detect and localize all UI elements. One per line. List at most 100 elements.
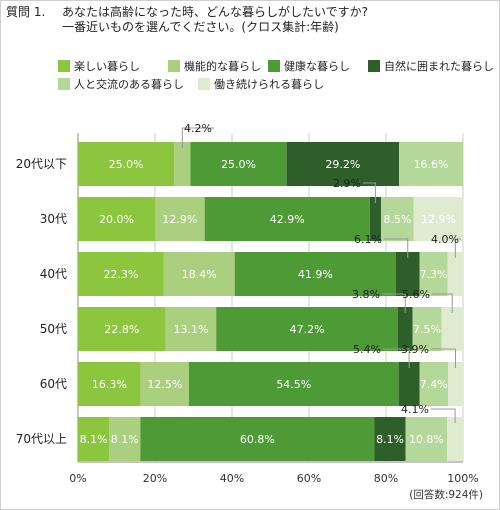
bar-segment: [78, 362, 141, 406]
legend-item-5: 人と交流のある暮らし: [58, 76, 184, 92]
bar-segment: [78, 307, 166, 351]
bar-segment: [190, 142, 287, 186]
callout-leader: [431, 408, 456, 423]
legend-label: 働き続けられる暮らし: [214, 78, 324, 91]
data-label: 12.5%: [147, 378, 182, 391]
legend-item-2: 機能的な暮らし: [168, 58, 261, 74]
callout-label: 4.2%: [184, 122, 212, 135]
data-label: 12.9%: [162, 213, 197, 226]
legend-swatch: [368, 60, 380, 72]
bar-segment: [447, 362, 463, 406]
data-label: 7.4%: [420, 378, 448, 391]
x-tick-label: 100%: [447, 472, 478, 485]
category-label: 50代: [40, 322, 67, 336]
data-label: 20.0%: [99, 213, 134, 226]
data-label: 60.8%: [240, 433, 275, 446]
data-label: 13.1%: [174, 323, 209, 336]
category-label: 30代: [40, 212, 67, 226]
bar-segment: [380, 197, 414, 241]
bar-segment: [374, 417, 406, 461]
x-tick-label: 20%: [143, 472, 167, 485]
legend-label: 人と交流のある暮らし: [74, 78, 184, 91]
callout-leader: [363, 182, 376, 203]
data-label: 7.5%: [413, 323, 441, 336]
data-label: 8.5%: [383, 213, 411, 226]
data-label: 7.3%: [420, 268, 448, 281]
bar-segment: [396, 252, 420, 296]
bar-segment: [413, 197, 464, 241]
bar-segment: [369, 197, 381, 241]
callout-leader: [181, 127, 214, 148]
x-tick-label: 0%: [69, 472, 86, 485]
callout-label: 3.9%: [401, 343, 429, 356]
category-label: 40代: [40, 267, 67, 281]
bar-segment: [140, 417, 375, 461]
callout-label: 3.8%: [352, 288, 380, 301]
data-label: 8.1%: [80, 433, 108, 446]
bar-segment: [234, 252, 397, 296]
data-label: 10.8%: [409, 433, 444, 446]
bar-segment: [109, 417, 141, 461]
legend-swatch: [168, 60, 180, 72]
bar-segment: [78, 417, 110, 461]
callout-label: 4.1%: [401, 403, 429, 416]
callout-label: 5.6%: [402, 288, 430, 301]
bar-segment: [286, 142, 400, 186]
bar-segment: [163, 252, 235, 296]
category-label: 70代以上: [16, 432, 67, 446]
bar-segment: [397, 307, 413, 351]
question-number: 質問 1.: [6, 5, 46, 19]
data-label: 25.0%: [109, 158, 144, 171]
question-text: 質問 1. あなたは高齢になった時、どんな暮らしがしたいですか? 一番近いものを選…: [6, 5, 368, 35]
bar-segment: [78, 142, 175, 186]
data-label: 47.2%: [290, 323, 325, 336]
data-label: 18.4%: [182, 268, 217, 281]
data-label: 25.0%: [221, 158, 256, 171]
legend-label: 自然に囲まれた暮らし: [384, 60, 494, 73]
legend-swatch: [198, 78, 210, 90]
callout-leader: [384, 238, 409, 258]
legend-swatch: [58, 78, 70, 90]
bar-segment: [78, 197, 155, 241]
bar-segment: [399, 142, 463, 186]
callout-leader: [431, 348, 456, 368]
callout-leader: [382, 293, 406, 313]
bar-segment: [78, 252, 164, 296]
x-tick-label: 80%: [374, 472, 398, 485]
data-label: 12.9%: [421, 213, 456, 226]
bar-segment: [419, 252, 448, 296]
callout-label: 2.9%: [333, 177, 361, 190]
data-label: 29.2%: [325, 158, 360, 171]
bar-segment: [140, 362, 189, 406]
bar-segment: [165, 307, 217, 351]
callout-leader: [432, 293, 453, 313]
legend-item-6: 働き続けられる暮らし: [198, 76, 324, 92]
bar-segment: [405, 417, 448, 461]
bar-segment: [188, 362, 399, 406]
data-label: 8.1%: [376, 433, 404, 446]
data-label: 16.3%: [92, 378, 127, 391]
x-tick-label: 40%: [220, 472, 244, 485]
legend-swatch: [268, 60, 280, 72]
data-label: 41.9%: [298, 268, 333, 281]
category-label: 20代以下: [16, 157, 67, 171]
data-label: 54.5%: [276, 378, 311, 391]
data-label: 22.8%: [104, 323, 139, 336]
callout-label: 4.0%: [431, 233, 459, 246]
bar-segment: [412, 307, 442, 351]
data-label: 22.3%: [103, 268, 138, 281]
bar-segment: [155, 197, 205, 241]
callout-leader: [383, 348, 410, 368]
data-label: 16.6%: [414, 158, 449, 171]
legend-item-4: 自然に囲まれた暮らし: [368, 58, 494, 74]
question-line-2: 一番近いものを選んでください。(クロス集計:年齢): [62, 20, 339, 34]
bar-segment: [204, 197, 370, 241]
footnote: (回答数:924件): [409, 488, 483, 501]
callout-label: 6.1%: [354, 233, 382, 246]
legend-item-3: 健康な暮らし: [268, 58, 350, 74]
bar-segment: [447, 417, 463, 461]
bar-segment: [441, 307, 463, 351]
category-label: 60代: [40, 377, 67, 391]
legend-item-1: 楽しい暮らし: [58, 58, 140, 74]
